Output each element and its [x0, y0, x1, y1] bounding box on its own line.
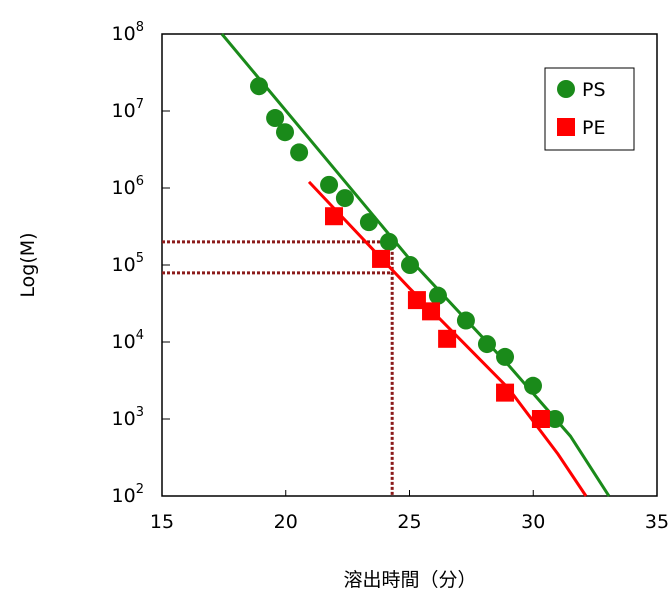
data-point	[428, 286, 447, 305]
y-tick-label: 103	[112, 405, 144, 430]
y-tick-exponent: 5	[136, 251, 144, 266]
data-point	[438, 329, 457, 348]
y-tick-base: 10	[112, 100, 136, 122]
y-tick-exponent: 3	[136, 405, 144, 420]
data-point	[496, 347, 515, 366]
data-point	[379, 232, 398, 251]
y-tick-base: 10	[112, 177, 136, 199]
data-point	[290, 143, 309, 162]
data-point	[359, 213, 378, 232]
y-tick-exponent: 4	[136, 328, 144, 343]
data-point	[496, 383, 515, 402]
x-tick-label: 20	[274, 511, 298, 533]
data-point	[477, 335, 496, 354]
y-tick-base: 10	[112, 331, 136, 353]
y-tick-label: 102	[112, 482, 144, 507]
y-tick-exponent: 6	[136, 174, 144, 189]
data-point	[524, 376, 543, 395]
data-point	[456, 311, 475, 330]
data-point	[250, 77, 269, 96]
y-tick-base: 10	[112, 254, 136, 276]
data-point	[320, 175, 339, 194]
legend-swatch	[557, 118, 575, 136]
data-point	[276, 123, 295, 142]
y-tick-base: 10	[112, 485, 136, 507]
x-axis-label: 溶出時間（分）	[343, 569, 476, 591]
y-tick-label: 105	[112, 251, 144, 276]
y-axis-label: Log(M)	[17, 232, 39, 297]
x-tick-label: 15	[150, 511, 174, 533]
y-tick-exponent: 8	[136, 20, 144, 35]
data-point	[325, 207, 344, 226]
legend-label: PS	[582, 79, 606, 101]
data-point	[400, 256, 419, 274]
x-tick-label: 25	[397, 511, 421, 533]
y-tick-exponent: 2	[136, 482, 144, 497]
y-tick-base: 10	[112, 23, 136, 45]
legend-swatch	[557, 80, 575, 98]
y-tick-label: 107	[112, 97, 144, 122]
data-point	[372, 249, 391, 268]
x-tick-label: 30	[521, 511, 545, 533]
y-tick-label: 104	[112, 328, 144, 353]
x-tick-label: 35	[645, 511, 669, 533]
data-point	[546, 410, 565, 428]
y-tick-exponent: 7	[136, 97, 144, 112]
y-tick-label: 106	[112, 174, 144, 199]
data-point	[335, 189, 354, 208]
y-tick-base: 10	[112, 408, 136, 430]
y-tick-label: 108	[112, 20, 144, 45]
data-point	[407, 291, 426, 310]
data-point	[266, 109, 285, 128]
legend-box	[544, 67, 635, 151]
data-point	[531, 410, 550, 428]
legend-label: PE	[582, 117, 605, 139]
data-point	[422, 302, 441, 321]
